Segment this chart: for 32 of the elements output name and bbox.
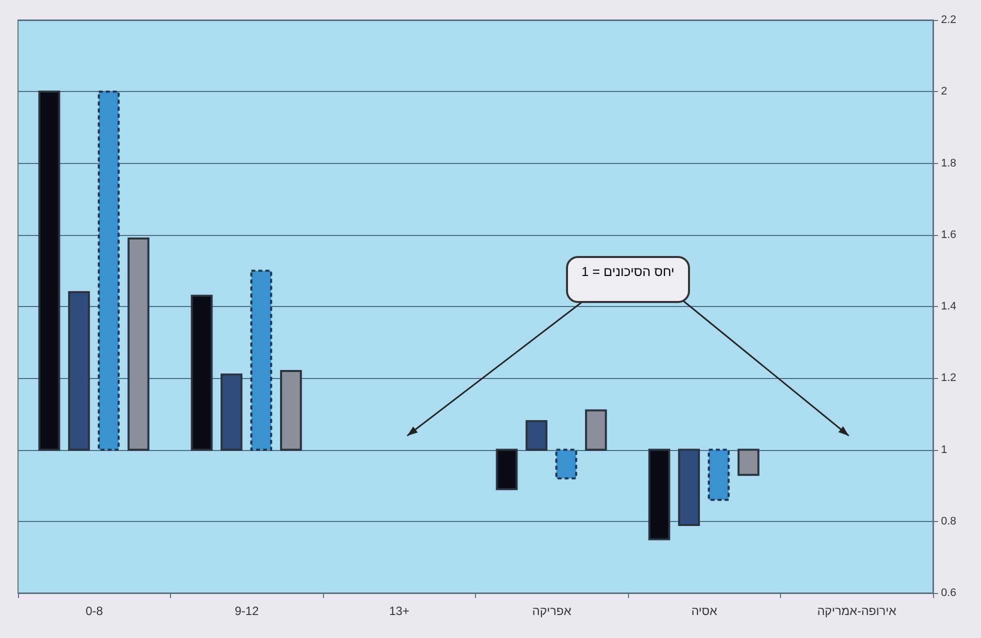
x-tick-label: 0-8 xyxy=(86,604,104,618)
y-tick-label: 1 xyxy=(941,444,948,456)
bar xyxy=(555,448,578,480)
y-tick-label: 1.4 xyxy=(941,300,956,312)
bar xyxy=(526,420,548,451)
bar xyxy=(38,90,60,451)
bar xyxy=(280,370,302,451)
x-tick-label: אירופה-אמריקה xyxy=(817,604,897,618)
bar xyxy=(708,448,730,501)
bar xyxy=(220,374,242,451)
x-tick-label: אסיה xyxy=(691,604,718,618)
bar xyxy=(496,448,518,490)
bar xyxy=(678,448,700,526)
x-tick-label: 13+ xyxy=(389,604,410,618)
y-tick-label: 0.6 xyxy=(941,587,956,599)
bar xyxy=(98,90,120,451)
bar xyxy=(68,291,90,451)
y-tick-label: 1.8 xyxy=(941,157,956,170)
bar xyxy=(585,409,607,451)
speech-callout: יחס הסיכונים = 1 xyxy=(566,256,690,304)
y-tick-label: 1.2 xyxy=(941,372,956,384)
bar xyxy=(128,237,150,451)
y-tick-label: 0.8 xyxy=(941,515,956,528)
x-tick-label: 9-12 xyxy=(234,604,260,618)
y-tick-label: 2.2 xyxy=(941,14,956,26)
y-tick-label: 2 xyxy=(941,86,948,98)
bar xyxy=(648,448,670,540)
x-tick-label: אפריקה xyxy=(532,604,572,618)
bar xyxy=(250,270,272,451)
bar xyxy=(738,448,760,476)
y-tick-label: 1.6 xyxy=(941,228,956,241)
bar xyxy=(190,294,213,451)
